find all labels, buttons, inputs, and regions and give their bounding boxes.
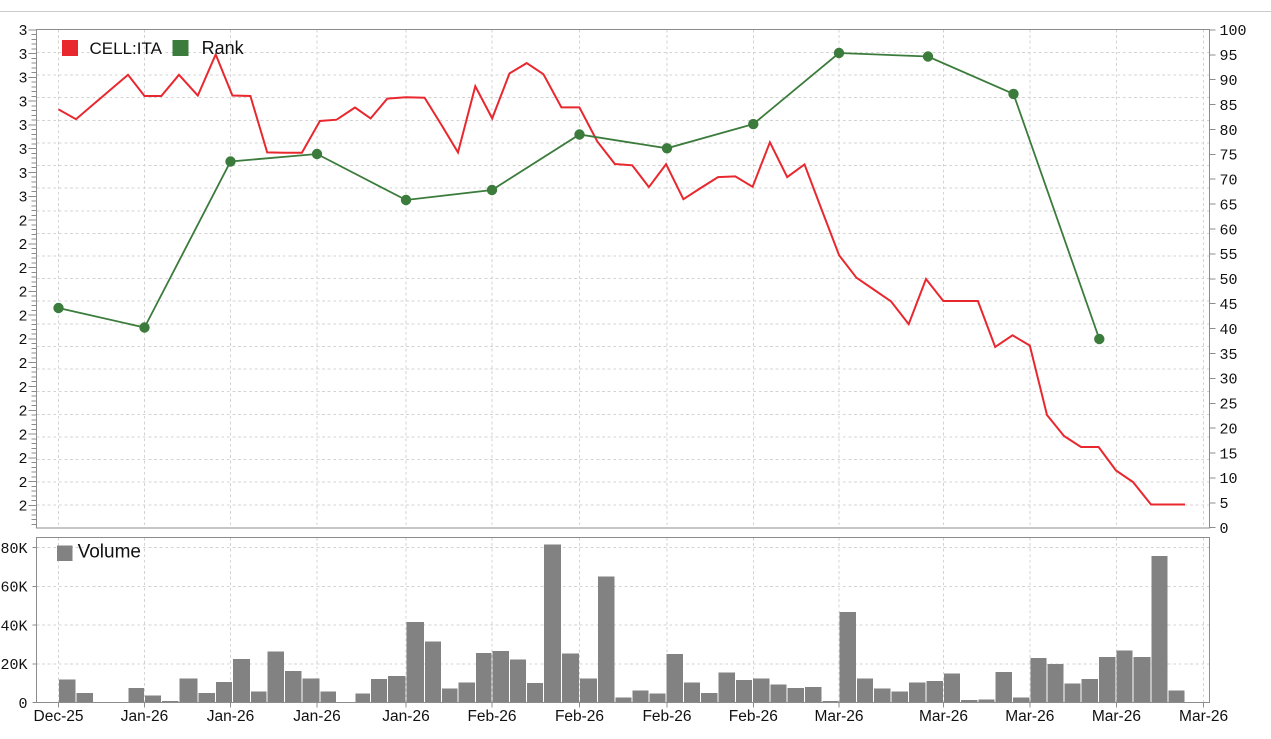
svg-text:3: 3 [18, 71, 27, 88]
svg-text:35: 35 [1220, 347, 1238, 364]
svg-text:3: 3 [18, 47, 27, 64]
svg-text:0: 0 [18, 696, 27, 713]
svg-text:2: 2 [18, 475, 27, 492]
svg-text:80K: 80K [0, 541, 27, 558]
svg-text:2: 2 [18, 356, 27, 373]
svg-text:0: 0 [1220, 521, 1229, 538]
svg-text:3: 3 [18, 142, 27, 159]
svg-text:75: 75 [1220, 148, 1238, 165]
svg-text:Jan-26: Jan-26 [121, 708, 168, 725]
svg-text:45: 45 [1220, 297, 1238, 314]
svg-text:15: 15 [1220, 446, 1238, 463]
svg-text:70: 70 [1220, 173, 1238, 190]
svg-text:2: 2 [18, 427, 27, 444]
svg-text:2: 2 [18, 404, 27, 421]
svg-text:20K: 20K [0, 657, 27, 674]
svg-text:65: 65 [1220, 197, 1238, 214]
svg-text:30: 30 [1220, 372, 1238, 389]
svg-text:3: 3 [18, 23, 27, 40]
svg-text:2: 2 [18, 309, 27, 326]
svg-text:Feb-26: Feb-26 [467, 708, 516, 725]
svg-text:Jan-26: Jan-26 [207, 708, 254, 725]
svg-text:2: 2 [18, 237, 27, 254]
svg-text:3: 3 [18, 166, 27, 183]
svg-text:Mar-26: Mar-26 [1179, 708, 1228, 725]
svg-text:2: 2 [18, 261, 27, 278]
svg-text:60: 60 [1220, 222, 1238, 239]
svg-text:10: 10 [1220, 471, 1238, 488]
svg-text:2: 2 [18, 285, 27, 302]
svg-text:60K: 60K [0, 580, 27, 597]
svg-text:Mar-26: Mar-26 [919, 708, 968, 725]
svg-text:85: 85 [1220, 98, 1238, 115]
svg-text:90: 90 [1220, 73, 1238, 90]
svg-text:40K: 40K [0, 618, 27, 635]
svg-text:20: 20 [1220, 421, 1238, 438]
svg-text:3: 3 [18, 94, 27, 111]
svg-text:5: 5 [1220, 496, 1229, 513]
svg-text:55: 55 [1220, 247, 1238, 264]
svg-text:Rank: Rank [202, 38, 245, 58]
svg-text:Feb-26: Feb-26 [555, 708, 604, 725]
svg-text:Jan-26: Jan-26 [382, 708, 429, 725]
svg-text:3: 3 [18, 118, 27, 135]
svg-text:80: 80 [1220, 123, 1238, 140]
svg-text:50: 50 [1220, 272, 1238, 289]
svg-text:95: 95 [1220, 48, 1238, 65]
svg-text:25: 25 [1220, 397, 1238, 414]
svg-text:Volume: Volume [78, 542, 141, 563]
svg-text:2: 2 [18, 451, 27, 468]
svg-text:Mar-26: Mar-26 [1005, 708, 1054, 725]
svg-text:100: 100 [1220, 23, 1247, 40]
svg-text:2: 2 [18, 499, 27, 516]
svg-text:2: 2 [18, 332, 27, 349]
svg-text:Feb-26: Feb-26 [729, 708, 778, 725]
svg-text:Mar-26: Mar-26 [814, 708, 863, 725]
svg-text:2: 2 [18, 380, 27, 397]
svg-text:Feb-26: Feb-26 [642, 708, 691, 725]
svg-text:Jan-26: Jan-26 [293, 708, 340, 725]
svg-text:Mar-26: Mar-26 [1092, 708, 1141, 725]
svg-text:CELL:ITA: CELL:ITA [90, 39, 163, 58]
svg-text:40: 40 [1220, 322, 1238, 339]
svg-text:3: 3 [18, 190, 27, 207]
svg-text:Dec-25: Dec-25 [34, 708, 84, 725]
svg-text:2: 2 [18, 213, 27, 230]
